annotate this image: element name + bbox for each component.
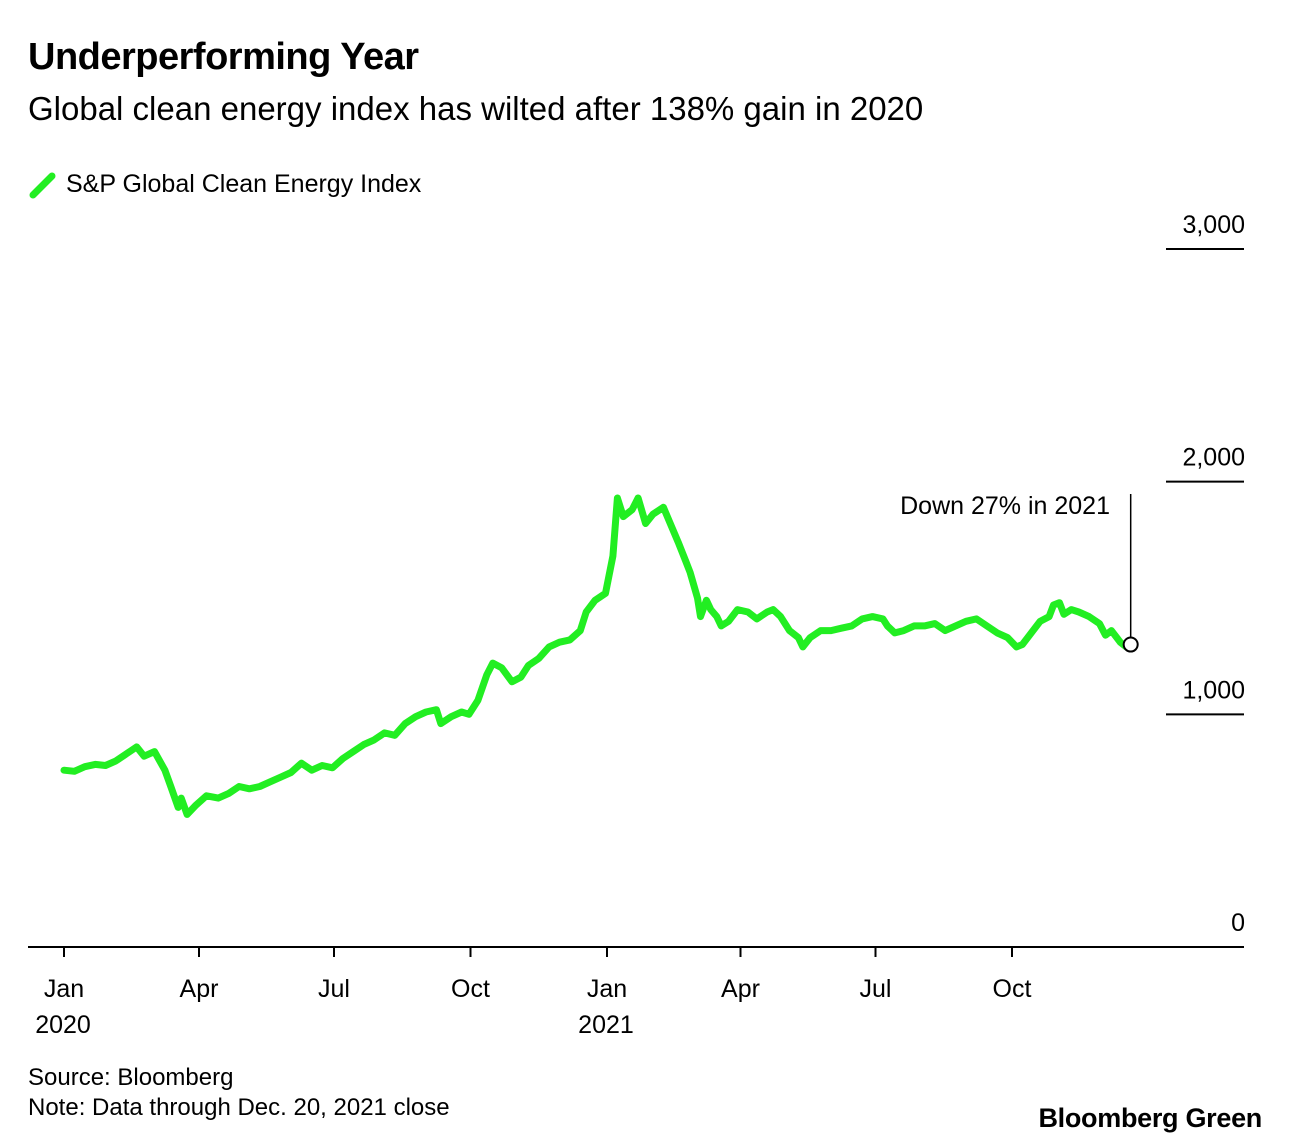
source-note: Source: Bloomberg	[28, 1064, 234, 1091]
x-tick-label: Jul	[860, 975, 892, 1003]
y-tick-label: 2,000	[1182, 444, 1245, 472]
y-tick-label: 0	[1231, 909, 1245, 937]
legend-swatch	[29, 172, 56, 199]
chart-title: Underperforming Year	[28, 36, 419, 78]
y-tick-label: 3,000	[1182, 211, 1245, 239]
x-tick-label: Apr	[721, 975, 760, 1003]
legend-swatch-line	[29, 172, 56, 199]
x-tick-label: Oct	[993, 975, 1032, 1003]
annotation-label: Down 27% in 2021	[900, 492, 1110, 520]
x-tick-label: Jan	[44, 975, 84, 1003]
last-value-marker	[1122, 636, 1139, 653]
data-note: Note: Data through Dec. 20, 2021 close	[28, 1094, 450, 1121]
legend: S&P Global Clean Energy Index	[28, 168, 421, 200]
series-line-clean-energy-index	[60, 494, 1135, 818]
x-tick-label: Jul	[318, 975, 350, 1003]
chart-subtitle: Global clean energy index has wilted aft…	[28, 90, 924, 127]
brand-logo: Bloomberg Green	[1038, 1103, 1262, 1133]
y-tick-label: 1,000	[1182, 676, 1245, 704]
x-tick-label: Jan	[587, 975, 627, 1003]
x-tick-year-label: 2021	[578, 1011, 634, 1039]
x-tick-year-label: 2020	[35, 1011, 91, 1039]
x-tick-label: Oct	[451, 975, 490, 1003]
x-tick-label: Apr	[180, 975, 219, 1003]
legend-label: S&P Global Clean Energy Index	[66, 169, 422, 198]
